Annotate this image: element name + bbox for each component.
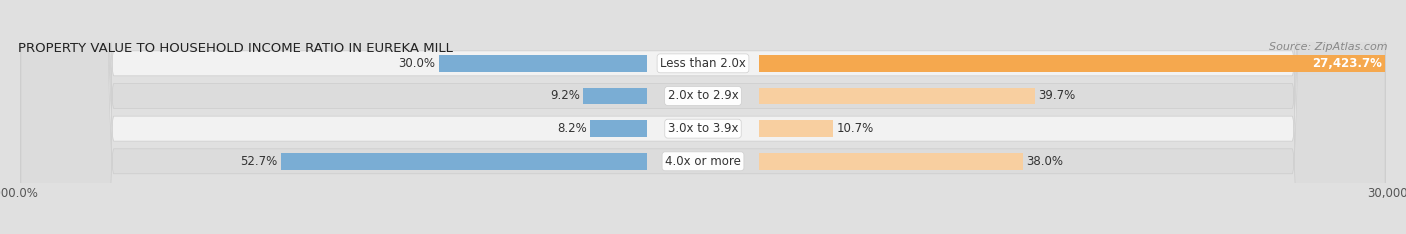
Bar <box>281 153 647 170</box>
Legend: Without Mortgage, With Mortgage: Without Mortgage, With Mortgage <box>574 231 832 234</box>
Bar <box>759 88 1035 105</box>
Bar <box>759 55 1385 72</box>
Text: 10.7%: 10.7% <box>837 122 875 135</box>
FancyBboxPatch shape <box>21 0 1385 234</box>
Text: 30.0%: 30.0% <box>398 57 434 70</box>
FancyBboxPatch shape <box>21 0 1385 234</box>
Text: Source: ZipAtlas.com: Source: ZipAtlas.com <box>1270 42 1388 52</box>
Text: 39.7%: 39.7% <box>1039 89 1076 102</box>
Text: 9.2%: 9.2% <box>550 89 579 102</box>
Text: 38.0%: 38.0% <box>1026 155 1063 168</box>
Bar <box>583 88 647 105</box>
Text: 52.7%: 52.7% <box>240 155 277 168</box>
FancyBboxPatch shape <box>21 0 1385 234</box>
Text: PROPERTY VALUE TO HOUSEHOLD INCOME RATIO IN EUREKA MILL: PROPERTY VALUE TO HOUSEHOLD INCOME RATIO… <box>18 42 453 55</box>
Text: Less than 2.0x: Less than 2.0x <box>659 57 747 70</box>
Bar <box>759 153 1024 170</box>
Text: 4.0x or more: 4.0x or more <box>665 155 741 168</box>
Text: 3.0x to 3.9x: 3.0x to 3.9x <box>668 122 738 135</box>
Bar <box>591 120 647 137</box>
Text: 27,423.7%: 27,423.7% <box>1312 57 1382 70</box>
Bar <box>439 55 647 72</box>
FancyBboxPatch shape <box>21 0 1385 234</box>
Text: 2.0x to 2.9x: 2.0x to 2.9x <box>668 89 738 102</box>
Bar <box>759 120 834 137</box>
Text: 8.2%: 8.2% <box>557 122 586 135</box>
